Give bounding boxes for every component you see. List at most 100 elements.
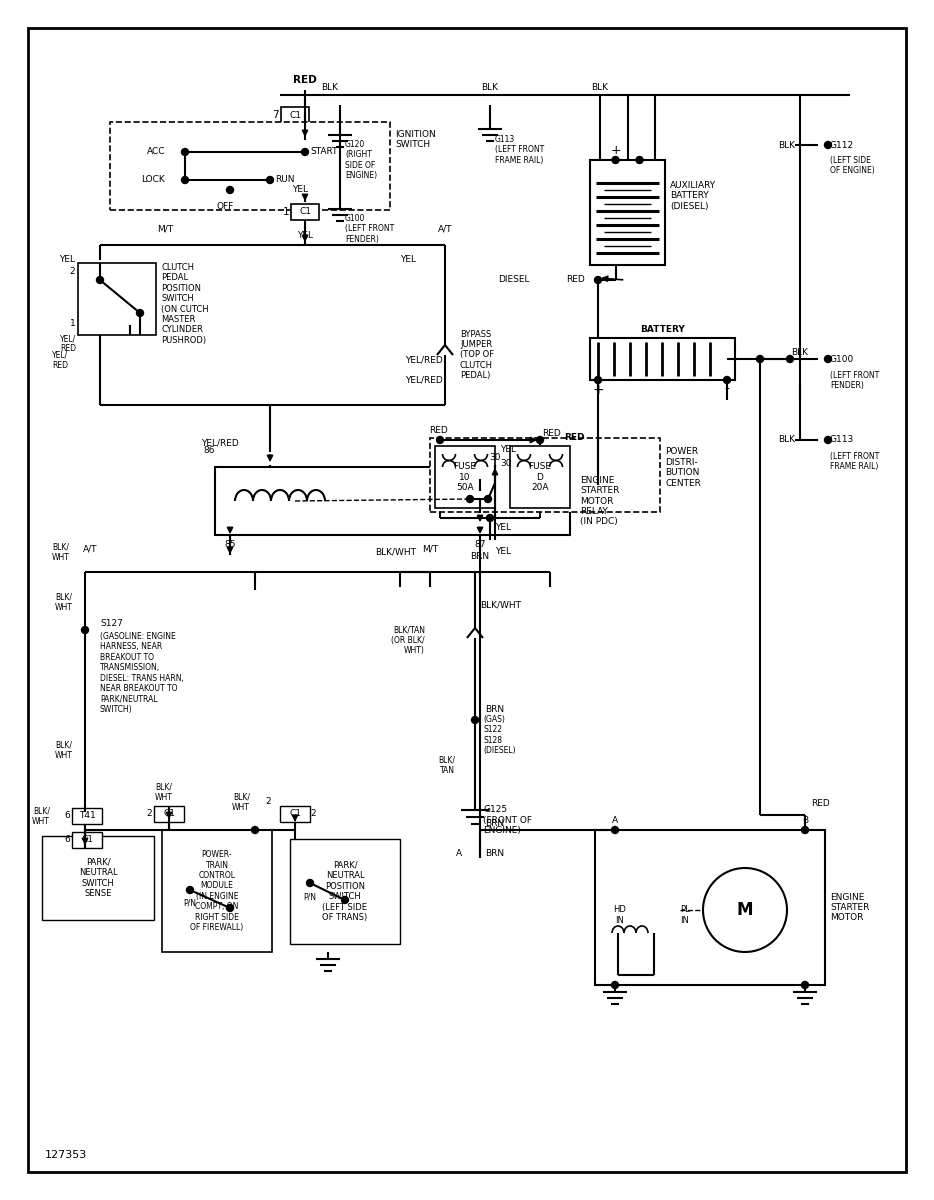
Text: BLK: BLK — [778, 436, 795, 444]
Text: FUSE
10
50A: FUSE 10 50A — [454, 462, 476, 492]
Text: BRN: BRN — [485, 706, 504, 714]
Text: -: - — [637, 152, 642, 164]
Text: BLK/
WHT: BLK/ WHT — [52, 542, 70, 562]
Text: T41: T41 — [78, 811, 95, 821]
Text: M: M — [737, 901, 753, 919]
Text: A/T: A/T — [438, 226, 452, 234]
Bar — [291, 204, 319, 220]
Text: 85: 85 — [224, 540, 235, 550]
Bar — [110, 122, 390, 210]
Text: G125
(FRONT OF
ENGINE): G125 (FRONT OF ENGINE) — [483, 805, 532, 835]
Text: 1: 1 — [282, 206, 289, 217]
Text: BLK: BLK — [591, 83, 608, 92]
Text: RED: RED — [564, 433, 585, 443]
Text: YEL: YEL — [292, 185, 308, 194]
Text: HD
IN: HD IN — [614, 905, 627, 925]
Text: C1: C1 — [289, 810, 301, 818]
Text: FUSE
D
20A: FUSE D 20A — [529, 462, 551, 492]
Circle shape — [181, 176, 189, 184]
Circle shape — [595, 276, 601, 283]
Circle shape — [487, 515, 493, 522]
Text: RUN: RUN — [275, 175, 294, 185]
Text: DIESEL: DIESEL — [499, 276, 530, 284]
Text: BRN: BRN — [471, 552, 489, 560]
Bar — [215, 467, 570, 535]
Text: YEL: YEL — [495, 523, 511, 533]
Text: 30: 30 — [500, 458, 512, 468]
Circle shape — [342, 896, 348, 904]
Text: 2: 2 — [147, 810, 152, 818]
Text: PARK/
NEUTRAL
SWITCH
SENSE: PARK/ NEUTRAL SWITCH SENSE — [78, 858, 118, 898]
Text: LOCK: LOCK — [141, 175, 165, 185]
Text: YEL: YEL — [297, 230, 313, 240]
Text: -: - — [725, 383, 729, 397]
Text: C1: C1 — [289, 110, 301, 120]
Circle shape — [227, 186, 234, 193]
Text: 7: 7 — [273, 110, 279, 120]
Text: G100: G100 — [830, 354, 855, 364]
Text: YEL: YEL — [400, 256, 416, 264]
Text: A/T: A/T — [83, 545, 97, 554]
Circle shape — [306, 880, 314, 887]
Text: B: B — [802, 816, 808, 826]
Text: RED: RED — [566, 276, 585, 284]
Text: (LEFT SIDE
OF ENGINE): (LEFT SIDE OF ENGINE) — [830, 156, 875, 175]
Text: BLK: BLK — [778, 140, 795, 150]
Text: CLUTCH
PEDAL
POSITION
SWITCH
(ON CUTCH
MASTER
CYLINDER
PUSHROD): CLUTCH PEDAL POSITION SWITCH (ON CUTCH M… — [161, 263, 208, 344]
Text: BLK/TAN
(OR BLK/
WHT): BLK/TAN (OR BLK/ WHT) — [391, 625, 425, 655]
Circle shape — [187, 887, 193, 894]
Text: G112: G112 — [830, 140, 854, 150]
Bar — [78, 263, 156, 335]
Circle shape — [757, 355, 763, 362]
Bar — [72, 808, 102, 824]
Circle shape — [266, 176, 274, 184]
Text: A: A — [456, 850, 462, 858]
Circle shape — [251, 827, 259, 834]
Text: BATTERY: BATTERY — [640, 325, 685, 334]
Circle shape — [96, 276, 104, 283]
Text: YEL: YEL — [495, 547, 511, 557]
Text: YEL/RED: YEL/RED — [405, 355, 443, 365]
Text: BYPASS
JUMPER
(TOP OF
CLUTCH
PEDAL): BYPASS JUMPER (TOP OF CLUTCH PEDAL) — [460, 330, 494, 380]
Bar — [162, 830, 272, 952]
Circle shape — [595, 377, 601, 384]
Circle shape — [825, 355, 831, 362]
Text: RED: RED — [429, 426, 447, 434]
Text: 2: 2 — [69, 268, 75, 276]
Text: 2: 2 — [310, 810, 316, 818]
Text: 86: 86 — [204, 446, 215, 455]
Circle shape — [472, 716, 478, 724]
Text: (GASOLINE: ENGINE
HARNESS, NEAR
BREAKOUT TO
TRANSMISSION,
DIESEL: TRANS HARN,
NE: (GASOLINE: ENGINE HARNESS, NEAR BREAKOUT… — [100, 632, 184, 714]
Text: BLK/WHT: BLK/WHT — [375, 547, 416, 557]
Bar — [280, 806, 310, 822]
Text: +: + — [592, 383, 603, 397]
Text: YEL/
RED: YEL/ RED — [60, 334, 76, 353]
Text: BLK/WHT: BLK/WHT — [480, 600, 521, 608]
Bar — [510, 446, 570, 508]
Circle shape — [801, 827, 809, 834]
Text: BLK: BLK — [791, 348, 809, 358]
Circle shape — [436, 437, 444, 444]
Text: G100
(LEFT FRONT
FENDER): G100 (LEFT FRONT FENDER) — [345, 214, 394, 244]
Circle shape — [136, 310, 144, 317]
Text: S127: S127 — [100, 619, 123, 628]
Text: P/N: P/N — [183, 898, 196, 907]
Text: POWER-
TRAIN
CONTROL
MODULE
(IN ENGINE
COMPT, ON
RIGHT SIDE
OF FIREWALL): POWER- TRAIN CONTROL MODULE (IN ENGINE C… — [191, 850, 244, 932]
Text: BLK/
WHT: BLK/ WHT — [155, 782, 173, 802]
Circle shape — [536, 437, 544, 444]
Text: BLK: BLK — [321, 83, 338, 92]
Circle shape — [825, 437, 831, 444]
Bar — [430, 438, 660, 512]
Text: PARK/
NEUTRAL
POSITION
SWITCH
(LEFT SIDE
OF TRANS): PARK/ NEUTRAL POSITION SWITCH (LEFT SIDE… — [322, 862, 368, 922]
Circle shape — [825, 142, 831, 149]
Text: G120
(RIGHT
SIDE OF
ENGINE): G120 (RIGHT SIDE OF ENGINE) — [345, 140, 377, 180]
Text: YEL/
RED: YEL/ RED — [51, 350, 68, 370]
Circle shape — [636, 156, 643, 163]
Text: (LEFT FRONT
FENDER): (LEFT FRONT FENDER) — [830, 371, 879, 390]
Text: BRN: BRN — [485, 850, 504, 858]
Bar — [42, 836, 154, 920]
Text: (LEFT FRONT
FRAME RAIL): (LEFT FRONT FRAME RAIL) — [830, 452, 879, 472]
Text: G113: G113 — [830, 436, 855, 444]
Text: BLK/
WHT: BLK/ WHT — [32, 806, 50, 826]
Bar — [590, 160, 665, 265]
